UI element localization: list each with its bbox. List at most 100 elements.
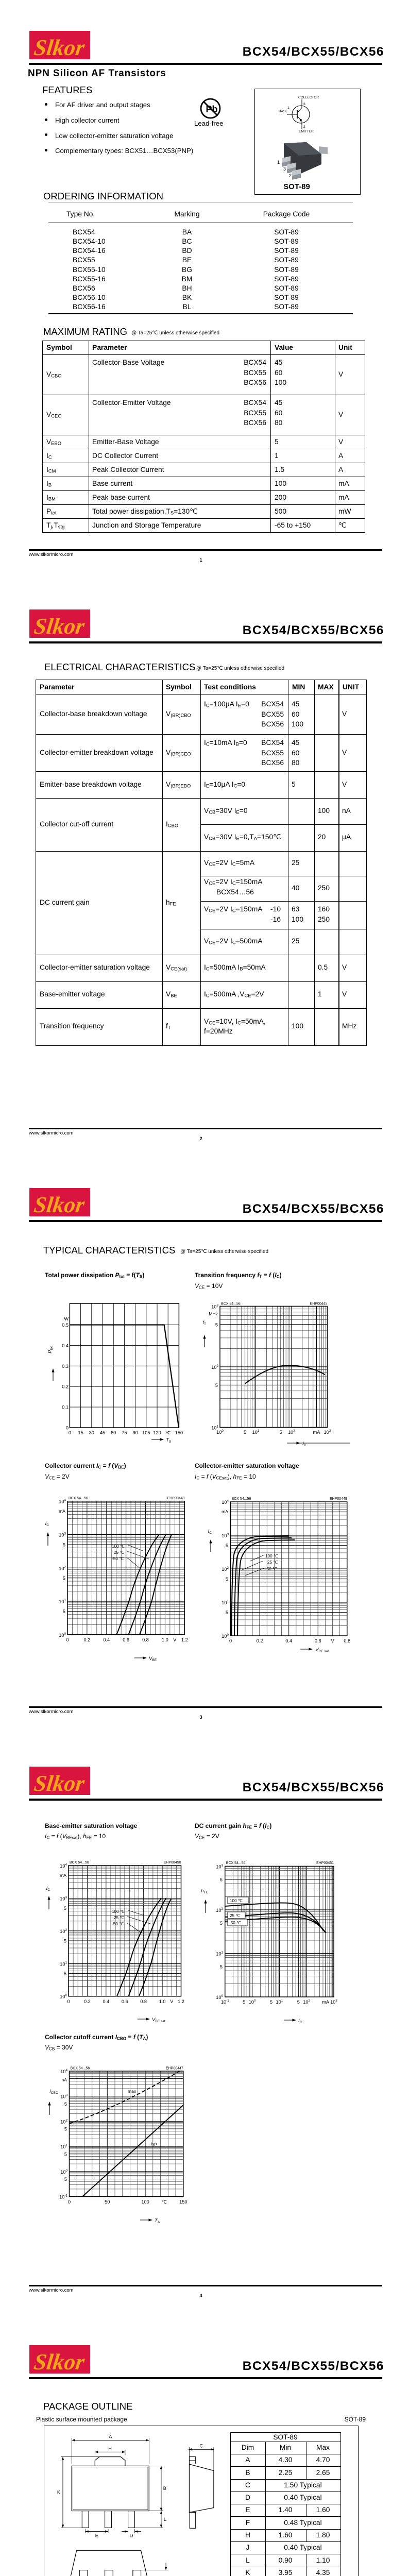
svg-text:A: A	[109, 2434, 112, 2439]
svg-text:102: 102	[60, 2119, 67, 2124]
svg-text:0.1: 0.1	[62, 1405, 69, 1410]
svg-text:COLLECTOR: COLLECTOR	[298, 96, 319, 99]
svg-text:90: 90	[132, 1430, 138, 1435]
svg-text:BCX 54...56: BCX 54...56	[232, 1497, 251, 1501]
svg-text:103: 103	[324, 1429, 331, 1435]
svg-text:5: 5	[63, 1575, 65, 1581]
svg-text:1.2: 1.2	[178, 1999, 184, 2004]
svg-text:5: 5	[63, 1542, 65, 1547]
svg-text:EHP00448: EHP00448	[167, 1497, 184, 1500]
svg-text:W: W	[64, 1316, 69, 1321]
svg-text:100: 100	[216, 1429, 224, 1435]
svg-text:103: 103	[216, 1863, 223, 1869]
svg-text:V: V	[331, 1638, 334, 1643]
svg-text:BCX 54...56: BCX 54...56	[69, 1497, 88, 1500]
svg-text:0: 0	[68, 2199, 71, 2205]
svg-text:5: 5	[220, 1921, 223, 1926]
svg-text:0.8: 0.8	[344, 1638, 350, 1643]
svg-text:1.2: 1.2	[181, 1637, 188, 1642]
svg-text:L: L	[164, 2517, 166, 2522]
svg-text:100 ℃: 100 ℃	[112, 1544, 125, 1549]
svg-text:mA: mA	[59, 1509, 65, 1514]
svg-text:101: 101	[276, 1999, 283, 2005]
svg-text:0.4: 0.4	[62, 1343, 69, 1348]
svg-text:102: 102	[211, 1364, 218, 1370]
svg-text:5: 5	[64, 1938, 66, 1943]
svg-text:0.4: 0.4	[285, 1638, 292, 1643]
svg-text:-50 ℃: -50 ℃	[112, 1556, 124, 1561]
svg-text:100 ℃: 100 ℃	[230, 1899, 243, 1903]
svg-text:0.5: 0.5	[62, 1323, 69, 1328]
svg-text:mA: mA	[60, 1873, 66, 1878]
svg-text:-50 ℃: -50 ℃	[229, 1921, 241, 1925]
svg-text:0.2: 0.2	[84, 1999, 91, 2004]
svg-text:EHP00445: EHP00445	[310, 1302, 328, 1306]
svg-text:103: 103	[211, 1303, 218, 1309]
svg-text:5: 5	[64, 2127, 67, 2132]
svg-text:101: 101	[221, 1600, 229, 1605]
svg-text:60: 60	[111, 1430, 116, 1435]
svg-text:VCE sat: VCE sat	[315, 1647, 329, 1653]
svg-text:10-1: 10-1	[59, 2194, 67, 2200]
svg-text:100: 100	[59, 1632, 66, 1638]
svg-text:5: 5	[297, 1999, 300, 2005]
svg-text:EMITTER: EMITTER	[299, 130, 314, 133]
svg-text:IC: IC	[46, 1886, 50, 1892]
svg-text:ICBO: ICBO	[49, 2089, 58, 2095]
svg-text:0.6: 0.6	[315, 1638, 321, 1643]
svg-text:BCX 54...56: BCX 54...56	[70, 1861, 89, 1865]
svg-text:1.0: 1.0	[162, 1637, 168, 1642]
svg-text:100: 100	[221, 1633, 229, 1639]
svg-text:EHP00450: EHP00450	[164, 1861, 181, 1865]
svg-text:VBE: VBE	[149, 1656, 157, 1662]
svg-text:0: 0	[66, 1426, 69, 1431]
svg-text:TA: TA	[155, 2218, 160, 2224]
svg-text:102: 102	[288, 1429, 295, 1435]
svg-text:100: 100	[249, 1999, 256, 2005]
svg-text:EHP00447: EHP00447	[166, 2067, 183, 2071]
svg-text:B: B	[163, 2486, 166, 2491]
svg-text:EHP00449: EHP00449	[330, 1497, 347, 1501]
svg-text:Ptot: Ptot	[47, 1346, 54, 1353]
svg-text:102: 102	[221, 1566, 229, 1572]
svg-text:0: 0	[66, 1637, 69, 1642]
svg-text:0.2: 0.2	[83, 1637, 90, 1642]
svg-text:℃: ℃	[165, 1430, 171, 1435]
svg-text:5: 5	[64, 2177, 67, 2182]
svg-text:0.3: 0.3	[62, 1364, 69, 1369]
svg-text:104: 104	[221, 1499, 229, 1505]
svg-text:EHP00451: EHP00451	[316, 1861, 334, 1865]
svg-text:0: 0	[67, 1999, 70, 2004]
svg-text:102: 102	[59, 1565, 66, 1571]
svg-text:150: 150	[179, 2199, 187, 2205]
svg-text:fT: fT	[202, 1320, 206, 1326]
svg-text:C: C	[199, 2443, 203, 2448]
svg-text:100: 100	[60, 1994, 67, 1999]
svg-text:IC: IC	[298, 2018, 302, 2024]
svg-text:0.8: 0.8	[140, 1999, 147, 2004]
svg-text:IC: IC	[208, 1529, 212, 1535]
svg-text:100 ℃: 100 ℃	[112, 1909, 125, 1914]
svg-text:103: 103	[60, 1895, 67, 1901]
svg-text:100: 100	[216, 1994, 223, 2000]
svg-text:0: 0	[69, 1430, 71, 1435]
svg-text:5: 5	[226, 1543, 228, 1548]
svg-text:-50 ℃: -50 ℃	[265, 1567, 277, 1571]
svg-text:5: 5	[279, 1430, 282, 1435]
svg-text:5: 5	[64, 1971, 66, 1976]
svg-text:104: 104	[60, 1863, 67, 1869]
svg-text:0.4: 0.4	[103, 1999, 109, 2004]
svg-text:0.6: 0.6	[122, 1999, 128, 2004]
svg-text:IC: IC	[302, 1441, 306, 1447]
svg-text:5: 5	[243, 1999, 245, 2005]
svg-text:BASE: BASE	[279, 110, 288, 113]
svg-text:0.6: 0.6	[123, 1637, 129, 1642]
svg-text:120: 120	[153, 1430, 161, 1435]
svg-text:typ: typ	[151, 2141, 157, 2146]
svg-text:105: 105	[142, 1430, 150, 1435]
svg-text:101: 101	[211, 1425, 218, 1431]
svg-text:5: 5	[63, 1609, 65, 1614]
svg-text:mA: mA	[221, 1509, 228, 1514]
svg-text:75: 75	[122, 1430, 127, 1435]
svg-text:3: 3	[283, 166, 286, 172]
